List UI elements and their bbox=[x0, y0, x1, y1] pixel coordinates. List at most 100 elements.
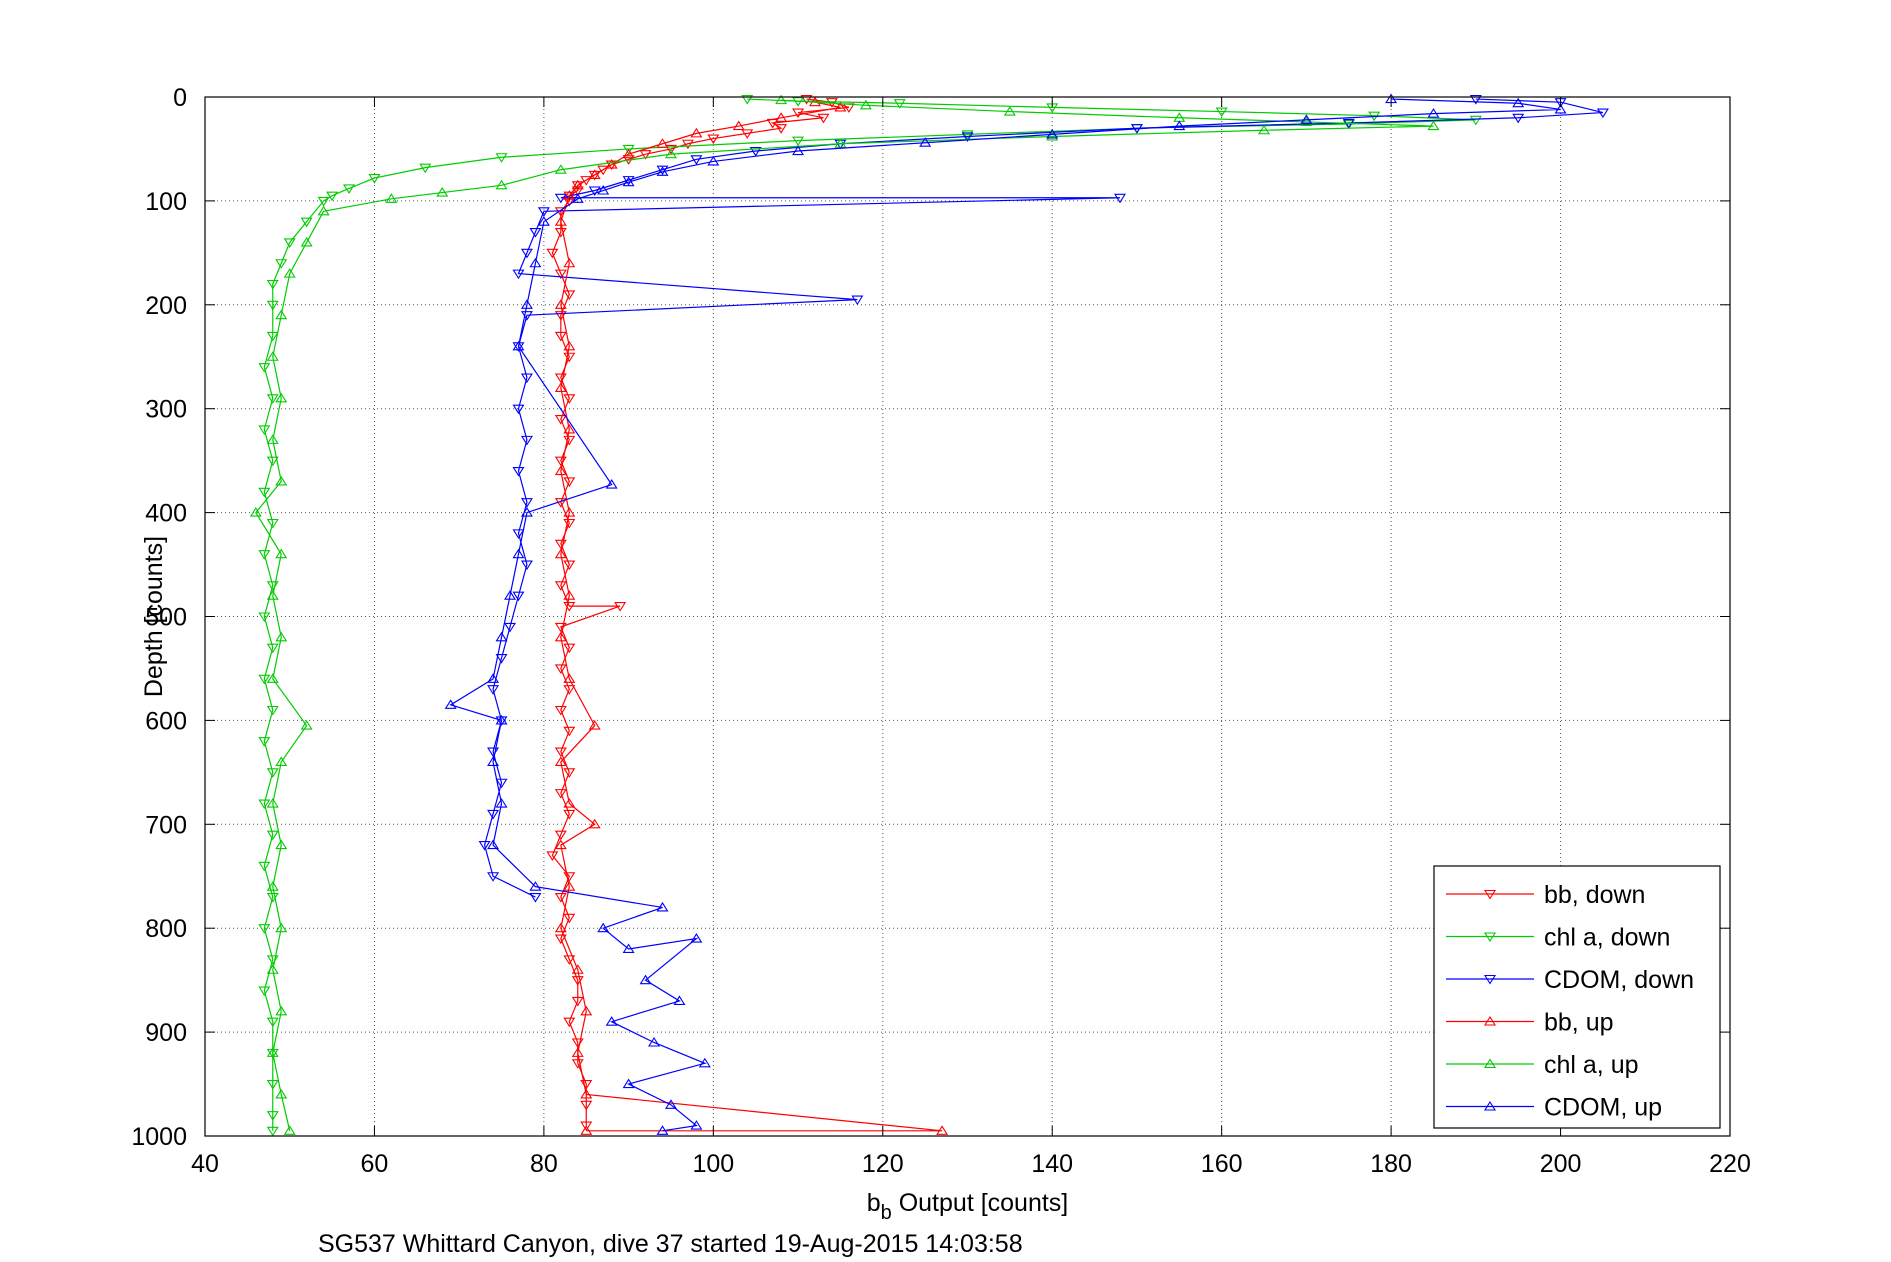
data-point bbox=[588, 720, 601, 730]
series-line bbox=[483, 98, 1604, 898]
data-point bbox=[563, 913, 576, 924]
data-point bbox=[554, 664, 567, 674]
data-point bbox=[300, 236, 313, 247]
data-point bbox=[275, 1088, 288, 1099]
data-point bbox=[512, 591, 525, 602]
data-point bbox=[1469, 95, 1482, 105]
data-point bbox=[554, 705, 567, 716]
data-point bbox=[487, 872, 500, 882]
data-point bbox=[563, 340, 576, 351]
data-point bbox=[775, 124, 788, 134]
data-point bbox=[664, 1099, 677, 1109]
data-point bbox=[554, 465, 567, 476]
data-point bbox=[563, 955, 576, 965]
data-point bbox=[266, 1111, 279, 1121]
series-4 bbox=[249, 94, 1440, 1135]
legend-box bbox=[1433, 865, 1721, 1129]
data-point bbox=[571, 1047, 584, 1057]
series-line bbox=[551, 98, 850, 1126]
data-point bbox=[1173, 120, 1186, 131]
legend-marker bbox=[1484, 974, 1496, 985]
data-point bbox=[529, 228, 542, 238]
data-point bbox=[258, 487, 271, 498]
data-point bbox=[563, 673, 576, 683]
data-point bbox=[580, 1100, 593, 1111]
data-point bbox=[1300, 116, 1313, 126]
data-point bbox=[275, 1005, 288, 1016]
x-tick-label: 80 bbox=[530, 1150, 558, 1178]
data-point bbox=[563, 290, 576, 300]
data-point bbox=[681, 139, 694, 150]
data-point bbox=[690, 933, 703, 943]
data-point bbox=[775, 112, 788, 122]
data-point bbox=[961, 130, 974, 140]
legend-label: chl a, up bbox=[1544, 1051, 1639, 1079]
data-point bbox=[266, 394, 279, 404]
data-point bbox=[495, 778, 508, 789]
data-point bbox=[495, 631, 508, 642]
data-point bbox=[792, 108, 805, 119]
data-point bbox=[529, 881, 542, 891]
data-point bbox=[554, 756, 567, 767]
data-point bbox=[546, 248, 559, 259]
data-point bbox=[258, 861, 271, 872]
series-0 bbox=[546, 95, 855, 1132]
data-point bbox=[605, 1016, 618, 1026]
data-point bbox=[597, 165, 610, 176]
x-tick-label: 60 bbox=[361, 1150, 389, 1178]
data-point bbox=[258, 674, 271, 685]
data-point bbox=[478, 841, 491, 851]
data-point bbox=[487, 685, 500, 695]
data-point bbox=[326, 191, 339, 202]
data-point bbox=[512, 548, 525, 559]
legend-label: chl a, down bbox=[1544, 924, 1670, 952]
y-tick-label: 800 bbox=[145, 915, 187, 943]
data-point bbox=[487, 839, 500, 850]
data-point bbox=[266, 434, 279, 444]
data-point bbox=[554, 193, 567, 204]
data-point bbox=[283, 1125, 296, 1135]
data-point bbox=[690, 155, 703, 165]
data-point bbox=[249, 507, 262, 517]
data-point bbox=[580, 1005, 593, 1016]
data-point bbox=[622, 943, 635, 954]
series-5 bbox=[444, 93, 1567, 1135]
x-tick-label: 200 bbox=[1540, 1150, 1582, 1178]
data-point bbox=[563, 507, 576, 517]
data-point bbox=[554, 299, 567, 309]
y-tick-label: 400 bbox=[145, 500, 187, 528]
data-point bbox=[664, 144, 677, 155]
data-point bbox=[656, 165, 669, 176]
data-point bbox=[300, 217, 313, 228]
data-point bbox=[266, 1126, 279, 1137]
chart-caption: SG537 Whittard Canyon, dive 37 started 1… bbox=[318, 1230, 1023, 1258]
data-point bbox=[554, 631, 567, 642]
data-point bbox=[792, 145, 805, 156]
data-point bbox=[266, 331, 279, 342]
data-point bbox=[554, 548, 567, 559]
data-point bbox=[648, 1036, 661, 1047]
data-point bbox=[266, 768, 279, 778]
data-point bbox=[605, 158, 618, 169]
y-tick-label: 900 bbox=[145, 1019, 187, 1047]
data-point bbox=[512, 404, 525, 415]
data-point bbox=[792, 136, 805, 147]
data-point bbox=[266, 643, 279, 654]
data-point bbox=[554, 164, 567, 174]
data-point bbox=[741, 95, 754, 105]
x-tick-label: 40 bbox=[191, 1150, 219, 1178]
data-point bbox=[283, 238, 296, 248]
data-point bbox=[554, 747, 567, 758]
legend-marker bbox=[1484, 889, 1496, 900]
data-point bbox=[495, 654, 508, 664]
data-point bbox=[266, 881, 279, 891]
data-point bbox=[1003, 106, 1016, 116]
data-point bbox=[622, 1078, 635, 1089]
data-point bbox=[343, 184, 356, 194]
legend-label: CDOM, up bbox=[1544, 1094, 1662, 1122]
data-point bbox=[571, 996, 584, 1007]
data-point bbox=[520, 373, 533, 384]
data-point bbox=[563, 257, 576, 268]
data-point bbox=[495, 797, 508, 808]
